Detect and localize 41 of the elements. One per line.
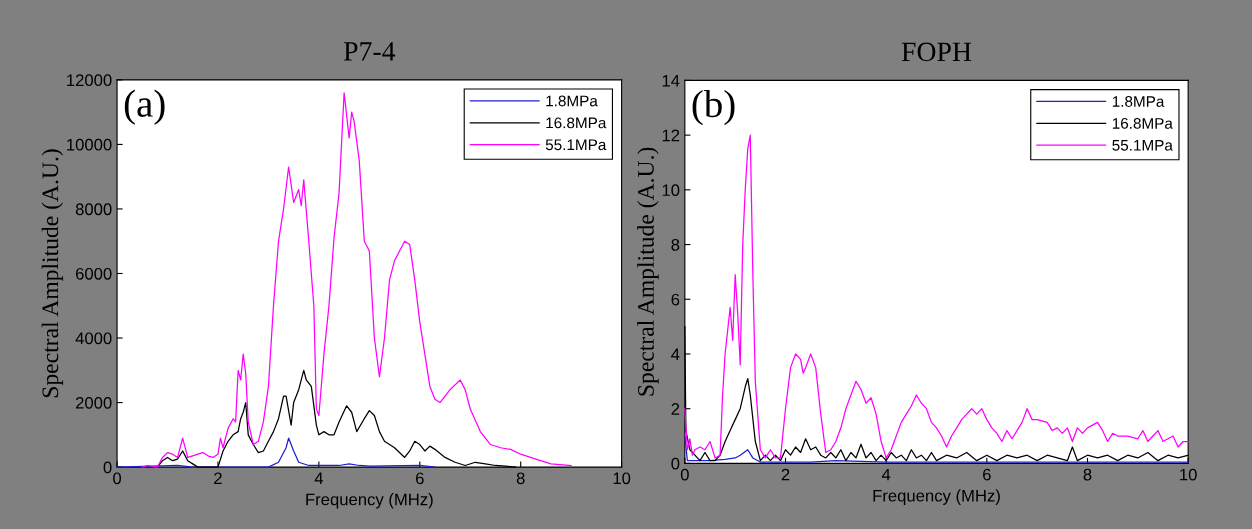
y-tick-label: 4000: [75, 332, 112, 345]
x-tick-label: 2: [214, 472, 222, 485]
y-tick-label: 2: [671, 403, 680, 415]
y-tick-label: 10000: [67, 138, 112, 151]
legend-label: 16.8MPa: [546, 117, 607, 129]
x-tick-label: 10: [613, 472, 631, 485]
legend-label: 55.1MPa: [545, 139, 607, 151]
y-tick-label: 4: [671, 348, 680, 361]
y-tick-label: 12000: [67, 74, 112, 87]
y-tick-label: 0: [671, 457, 680, 470]
legend-label: 55.1MPa: [1112, 140, 1173, 151]
x-tick-label: 0: [680, 468, 689, 481]
x-tick-label: 10: [1180, 468, 1197, 481]
x-axis-title: Frequency (MHz): [306, 493, 433, 509]
annotation: (b): [692, 89, 735, 126]
line-series: [116, 437, 436, 468]
x-tick-label: 6: [416, 472, 424, 485]
legend-label: 16.8MPa: [1112, 117, 1173, 129]
legend-label: 1.8MPa: [1112, 96, 1165, 107]
y-tick-label: 14: [662, 74, 680, 87]
legend-label: 1.8MPa: [546, 95, 598, 107]
y-tick-label: 8: [671, 238, 680, 251]
x-tick-label: 4: [881, 468, 891, 481]
x-axis-title: Frequency (MHz): [873, 489, 1000, 505]
chart-title: FOPH: [901, 42, 972, 62]
y-axis-title: Spectral Amplitude (A.U.): [41, 149, 64, 398]
y-tick-label: 10: [662, 184, 680, 197]
chart-title: P7-4: [343, 42, 396, 61]
x-tick-label: 2: [781, 468, 790, 481]
x-tick-label: 8: [516, 472, 525, 485]
y-axis-title: Spectral Amplitude (A.U.): [637, 147, 659, 396]
y-tick-label: 12: [662, 129, 680, 142]
y-tick-label: 2000: [75, 396, 112, 409]
annotation: (a): [124, 89, 165, 125]
x-tick-label: 0: [113, 472, 122, 485]
x-tick-label: 4: [314, 472, 324, 485]
x-tick-label: 6: [983, 468, 991, 481]
y-tick-label: 6000: [75, 267, 112, 280]
y-tick-label: 6: [671, 293, 680, 306]
y-tick-label: 8000: [75, 203, 112, 216]
x-tick-label: 8: [1083, 468, 1092, 481]
